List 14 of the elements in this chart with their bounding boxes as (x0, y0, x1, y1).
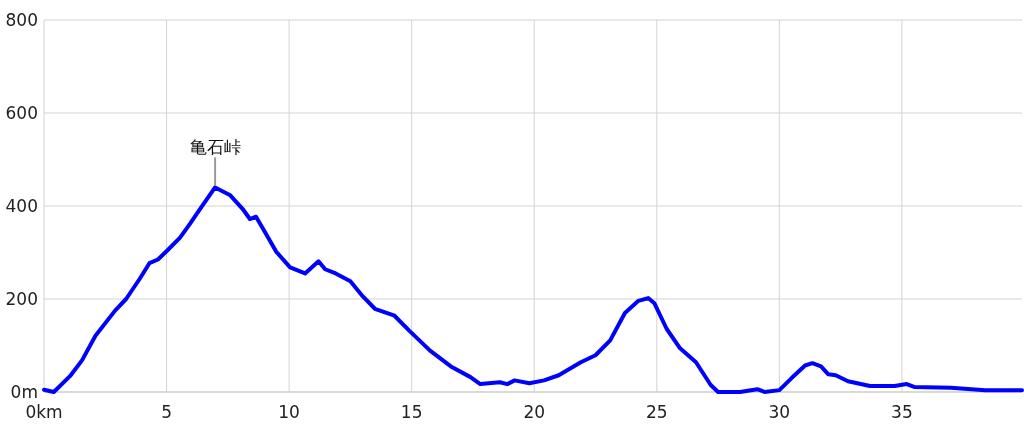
x-tick-label: 30 (768, 402, 791, 422)
annotation: 亀石峠 (189, 137, 241, 158)
x-tick-label: 35 (891, 402, 913, 422)
y-tick-label: 200 (5, 289, 38, 309)
x-tick-label: 5 (161, 402, 172, 422)
x-tick-label: 25 (645, 402, 668, 422)
x-tick-label: 20 (523, 402, 546, 422)
y-tick-label: 600 (5, 103, 38, 123)
y-tick-label: 800 (5, 10, 38, 30)
y-tick-label: 0m (10, 382, 38, 402)
x-tick-label: 0km (25, 402, 63, 422)
y-tick-label: 400 (5, 196, 38, 216)
x-tick-label: 10 (278, 402, 300, 422)
x-tick-label: 15 (400, 402, 423, 422)
